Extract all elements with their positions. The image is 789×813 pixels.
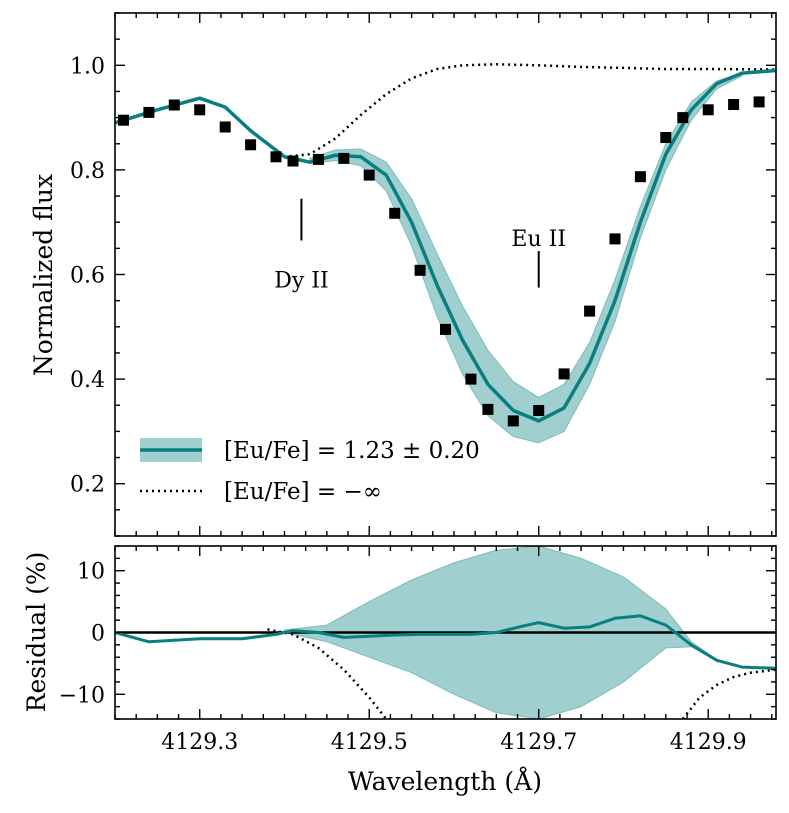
observed-point (634, 171, 646, 183)
top-ytick-label: 1.0 (70, 54, 105, 79)
top-ytick-label: 0.6 (70, 264, 105, 289)
observed-point (270, 151, 282, 163)
line-annotation-label: Eu II (511, 227, 566, 252)
no-eu-residual-line (681, 668, 776, 719)
bottom-ylabel: Residual (%) (22, 552, 51, 713)
bottom-panel: −10 0 10 4129.3 4129.5 4129.7 4129.9 Residual… (22, 545, 777, 796)
legend-label-no-eu: [Eu/Fe] = −∞ (224, 479, 382, 505)
top-ytick-label: 0.8 (70, 159, 105, 184)
observed-point (677, 112, 689, 124)
observed-point (414, 264, 426, 276)
observed-point (245, 139, 257, 151)
xtick-label: 4129.9 (670, 730, 747, 755)
observed-point (533, 405, 545, 416)
observed-point (168, 99, 180, 111)
top-frame (114, 12, 777, 537)
legend: [Eu/Fe] = 1.23 ± 0.20 [Eu/Fe] = −∞ (140, 438, 480, 505)
line-annotation-label: Dy II (274, 269, 328, 294)
observed-point (338, 152, 350, 164)
top-ytick-label: 0.4 (70, 368, 105, 393)
residual-line (115, 614, 776, 670)
top-band-layer (309, 72, 743, 444)
top-ytick-label: 0.2 (70, 473, 105, 498)
observed-point (389, 207, 401, 219)
observed-point (465, 373, 477, 385)
xtick-label: 4129.7 (500, 730, 577, 755)
observed-point (363, 169, 375, 181)
bottom-xtick-labels: 4129.3 4129.5 4129.7 4129.9 (161, 730, 746, 755)
bottom-ytick-label: 0 (91, 622, 105, 647)
bottom-ytick-label: 10 (77, 560, 105, 585)
observed-point (584, 305, 596, 317)
top-panel: 0.2 0.4 0.6 0.8 1.0 Dy II Eu II [Eu/Fe] = 1.2… (29, 12, 777, 537)
observed-point (219, 121, 231, 133)
observed-point (143, 106, 155, 118)
model-uncertainty-band (309, 72, 743, 444)
top-model-layer (115, 68, 776, 423)
observed-point (118, 114, 129, 126)
xtick-label: 4129.5 (331, 730, 408, 755)
xtick-label: 4129.3 (161, 730, 238, 755)
best-fit-model-line (115, 68, 776, 423)
legend-label-model: [Eu/Fe] = 1.23 ± 0.20 (224, 438, 480, 464)
annotations: Dy II Eu II (274, 198, 566, 294)
observed-point (660, 132, 672, 143)
bottom-residual-layer (115, 614, 776, 670)
observed-point (482, 403, 494, 415)
top-ytick-labels: 0.2 0.4 0.6 0.8 1.0 (70, 54, 105, 497)
observed-point (312, 153, 324, 165)
observed-point (507, 415, 519, 427)
observed-point (753, 96, 765, 108)
bottom-ytick-label: −10 (59, 683, 105, 708)
observed-point (287, 155, 299, 167)
observed-point (609, 233, 621, 245)
observed-point (728, 99, 740, 110)
observed-point (194, 104, 206, 116)
top-ylabel: Normalized flux (29, 174, 58, 376)
observed-point (702, 104, 714, 116)
xlabel: Wavelength (Å) (348, 766, 542, 796)
bottom-ytick-labels: −10 0 10 (59, 560, 105, 709)
observed-point (440, 323, 451, 335)
observed-point (558, 368, 570, 380)
bottom-frame (114, 545, 777, 720)
top-observed-layer (118, 96, 765, 427)
